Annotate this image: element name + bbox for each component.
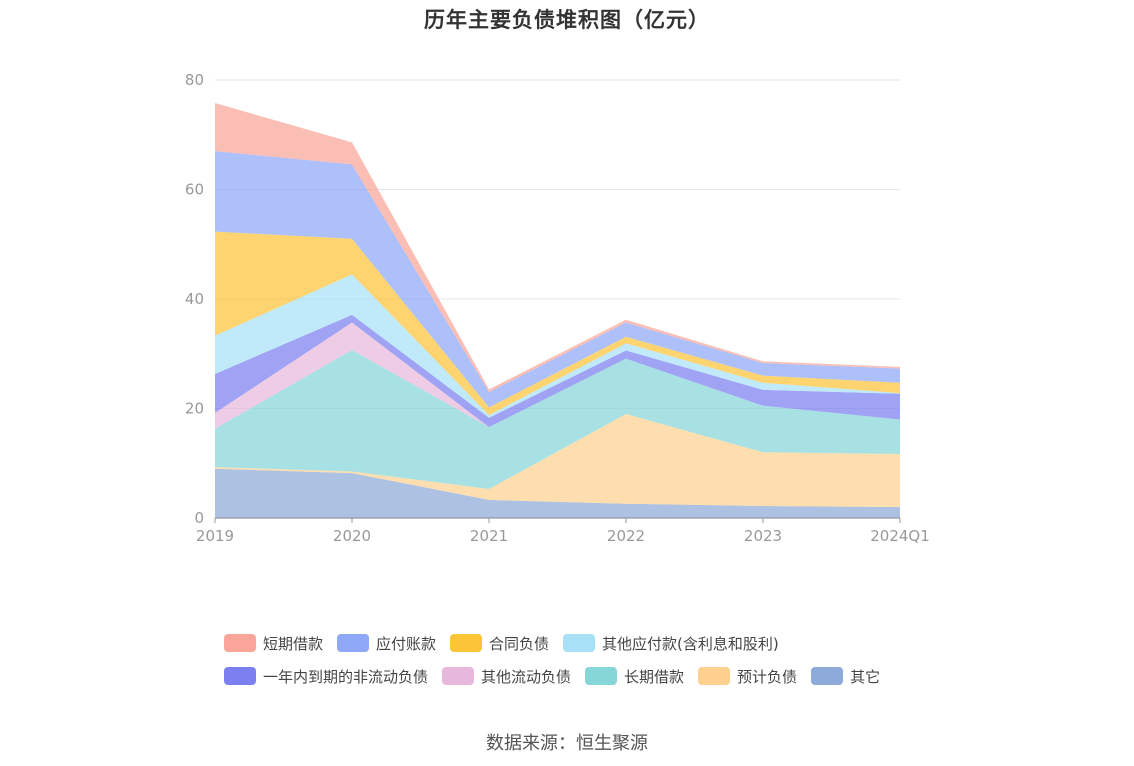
area-series-4 [215,322,900,429]
legend-item[interactable]: 合同负债 [450,633,549,654]
x-tick-label: 2022 [607,527,645,545]
legend-item[interactable]: 短期借款 [224,633,323,654]
x-tick-label: 2021 [470,527,508,545]
legend-swatch [224,667,256,685]
legend-label: 应付账款 [376,634,437,653]
legend-item[interactable]: 长期借款 [585,666,684,687]
legend-label: 一年内到期的非流动负债 [263,667,429,686]
area-series-1 [215,468,900,518]
legend-label: 其它 [850,667,881,686]
y-tick-label: 40 [185,290,204,308]
y-tick-label: 80 [185,71,204,89]
legend-swatch [224,634,256,652]
legend-item[interactable]: 预计负债 [698,666,797,687]
y-tick-label: 60 [185,181,204,199]
legend-item[interactable]: 一年内到期的非流动负债 [224,666,428,687]
y-tick-label: 0 [194,509,204,527]
area-series-2 [215,413,900,508]
legend-swatch [698,667,731,685]
legend-label: 短期借款 [263,634,324,653]
legend-row-2: 一年内到期的非流动负债 其他流动负债 长期借款 预计负债 其它 [224,665,944,687]
legend-row-1: 短期借款 应付账款 合同负债 其他应付款(含利息和股利) [224,632,944,654]
area-series-3 [215,349,900,489]
chart-legend: 短期借款 应付账款 合同负债 其他应付款(含利息和股利) 一年内到期的非流动负债 其他流… [224,632,944,698]
legend-item[interactable]: 应付账款 [337,633,436,654]
legend-swatch [811,667,844,685]
stacked-area-chart: 0 20 40 60 80 2019 2020 2021 2022 2023 2024Q1 [185,71,930,545]
area-series-6 [215,274,900,418]
legend-swatch [337,634,370,652]
legend-swatch [563,634,596,652]
area-series-5 [215,314,900,428]
legend-swatch [442,667,475,685]
legend-label: 预计负债 [737,667,798,686]
y-tick-label: 20 [185,400,204,418]
area-series-9 [215,102,900,393]
x-tick-label: 2024Q1 [870,527,930,545]
legend-swatch [450,634,483,652]
area-series-7 [215,231,900,416]
chart-title: 历年主要负债堆积图（亿元） [424,8,710,32]
legend-label: 长期借款 [624,667,685,686]
x-tick-label: 2023 [744,527,782,545]
legend-item[interactable]: 其他应付款(含利息和股利) [563,633,779,654]
legend-item[interactable]: 其它 [811,666,880,687]
x-tick-label: 2019 [196,527,234,545]
legend-swatch [585,667,618,685]
x-tick-label: 2020 [333,527,371,545]
legend-item[interactable]: 其他流动负债 [442,666,571,687]
area-series-8 [215,151,900,408]
data-source-note: 数据来源：恒生聚源 [486,733,648,754]
legend-label: 其他流动负债 [481,667,572,686]
legend-label: 其他应付款(含利息和股利) [602,634,779,653]
legend-label: 合同负债 [489,634,550,653]
